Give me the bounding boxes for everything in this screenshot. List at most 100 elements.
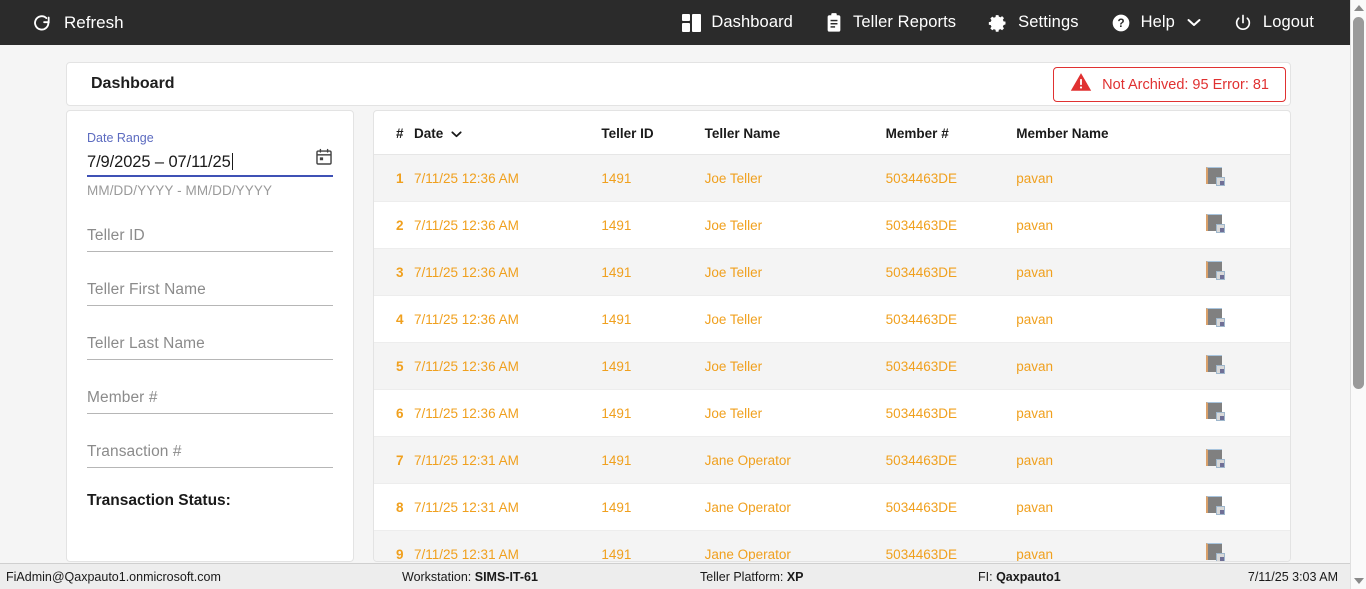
- cell-teller-id[interactable]: 1491: [601, 530, 705, 561]
- cell-number[interactable]: 3: [374, 248, 414, 296]
- transaction-number-field[interactable]: Transaction #: [87, 414, 333, 468]
- cell-number[interactable]: 2: [374, 201, 414, 249]
- cell-member-num[interactable]: 5034463DE: [885, 483, 1017, 531]
- cell-number[interactable]: 8: [374, 483, 414, 531]
- cell-teller-name[interactable]: Joe Teller: [704, 154, 886, 202]
- teller-id-field[interactable]: Teller ID: [87, 198, 333, 252]
- cell-teller-name[interactable]: Joe Teller: [704, 201, 886, 249]
- cell-number[interactable]: 6: [374, 389, 414, 437]
- cell-date[interactable]: 7/11/25 12:36 AM: [414, 389, 602, 437]
- cell-date[interactable]: 7/11/25 12:31 AM: [414, 436, 602, 484]
- broken-image-icon[interactable]: [1205, 261, 1225, 280]
- broken-image-icon[interactable]: [1205, 167, 1225, 186]
- broken-image-icon[interactable]: [1205, 214, 1225, 233]
- cell-teller-name[interactable]: Joe Teller: [704, 295, 886, 343]
- scrollbar-thumb[interactable]: [1353, 17, 1364, 389]
- table-row[interactable]: 6 7/11/25 12:36 AM 1491 Joe Teller 5034463DE…: [374, 389, 1290, 437]
- cell-note[interactable]: [1205, 201, 1290, 249]
- cell-member-name[interactable]: pavan: [1016, 154, 1206, 202]
- cell-member-num[interactable]: 5034463DE: [885, 154, 1017, 202]
- cell-note[interactable]: [1205, 295, 1290, 343]
- cell-member-name[interactable]: pavan: [1016, 389, 1206, 437]
- cell-teller-id[interactable]: 1491: [601, 248, 705, 296]
- calendar-icon[interactable]: [315, 148, 333, 172]
- column-header-member-num[interactable]: Member #: [885, 111, 1017, 155]
- date-range-field[interactable]: Date Range 7/9/2025 – 07/11/25 MM/DD/YYY…: [87, 111, 333, 198]
- cell-member-num[interactable]: 5034463DE: [885, 201, 1017, 249]
- cell-teller-id[interactable]: 1491: [601, 154, 705, 202]
- refresh-button[interactable]: Refresh: [0, 13, 124, 33]
- table-row[interactable]: 9 7/11/25 12:31 AM 1491 Jane Operator 503446…: [374, 530, 1290, 561]
- date-range-input[interactable]: 7/9/2025 – 07/11/25: [87, 153, 233, 171]
- cell-date[interactable]: 7/11/25 12:36 AM: [414, 342, 602, 390]
- nav-item-settings[interactable]: Settings: [972, 0, 1094, 45]
- cell-note[interactable]: [1205, 483, 1290, 531]
- cell-teller-id[interactable]: 1491: [601, 201, 705, 249]
- page-vertical-scrollbar[interactable]: [1350, 0, 1366, 589]
- column-header-teller-id[interactable]: Teller ID: [601, 111, 705, 155]
- column-header-member-name[interactable]: Member Name: [1016, 111, 1206, 155]
- cell-member-name[interactable]: pavan: [1016, 530, 1206, 561]
- cell-member-num[interactable]: 5034463DE: [885, 530, 1017, 561]
- nav-item-dashboard[interactable]: Dashboard: [666, 0, 809, 45]
- cell-member-num[interactable]: 5034463DE: [885, 248, 1017, 296]
- column-header-date[interactable]: Date: [414, 111, 602, 155]
- nav-item-teller-reports[interactable]: Teller Reports: [809, 0, 972, 45]
- broken-image-icon[interactable]: [1205, 355, 1225, 374]
- column-header-number[interactable]: #: [374, 111, 414, 155]
- cell-note[interactable]: [1205, 530, 1290, 561]
- cell-number[interactable]: 9: [374, 530, 414, 561]
- cell-teller-id[interactable]: 1491: [601, 342, 705, 390]
- cell-date[interactable]: 7/11/25 12:36 AM: [414, 154, 602, 202]
- cell-note[interactable]: [1205, 248, 1290, 296]
- nav-item-help[interactable]: ? Help: [1095, 0, 1217, 45]
- scroll-down-arrow-icon[interactable]: [1354, 578, 1364, 584]
- scroll-up-arrow-icon[interactable]: [1354, 5, 1364, 11]
- cell-note[interactable]: [1205, 154, 1290, 202]
- cell-number[interactable]: 7: [374, 436, 414, 484]
- broken-image-icon[interactable]: [1205, 496, 1225, 515]
- cell-member-num[interactable]: 5034463DE: [885, 389, 1017, 437]
- status-badge-archive-errors[interactable]: Not Archived: 95 Error: 81: [1053, 67, 1286, 102]
- cell-member-num[interactable]: 5034463DE: [885, 295, 1017, 343]
- nav-item-logout[interactable]: Logout: [1217, 0, 1330, 45]
- cell-number[interactable]: 5: [374, 342, 414, 390]
- table-row[interactable]: 5 7/11/25 12:36 AM 1491 Joe Teller 5034463DE…: [374, 342, 1290, 390]
- cell-member-num[interactable]: 5034463DE: [885, 342, 1017, 390]
- cell-teller-name[interactable]: Jane Operator: [704, 530, 886, 561]
- cell-teller-name[interactable]: Jane Operator: [704, 483, 886, 531]
- cell-teller-id[interactable]: 1491: [601, 436, 705, 484]
- cell-note[interactable]: [1205, 342, 1290, 390]
- cell-member-name[interactable]: pavan: [1016, 342, 1206, 390]
- cell-date[interactable]: 7/11/25 12:36 AM: [414, 248, 602, 296]
- cell-date[interactable]: 7/11/25 12:36 AM: [414, 201, 602, 249]
- table-row[interactable]: 2 7/11/25 12:36 AM 1491 Joe Teller 5034463DE…: [374, 201, 1290, 249]
- table-row[interactable]: 8 7/11/25 12:31 AM 1491 Jane Operator 503446…: [374, 483, 1290, 531]
- table-row[interactable]: 3 7/11/25 12:36 AM 1491 Joe Teller 5034463DE…: [374, 248, 1290, 296]
- sort-chevron-down-icon[interactable]: [447, 126, 462, 141]
- cell-member-num[interactable]: 5034463DE: [885, 436, 1017, 484]
- cell-teller-name[interactable]: Joe Teller: [704, 342, 886, 390]
- teller-first-name-field[interactable]: Teller First Name: [87, 252, 333, 306]
- broken-image-icon[interactable]: [1205, 543, 1225, 561]
- cell-member-name[interactable]: pavan: [1016, 436, 1206, 484]
- table-row[interactable]: 1 7/11/25 12:36 AM 1491 Joe Teller 5034463DE…: [374, 154, 1290, 202]
- cell-teller-id[interactable]: 1491: [601, 295, 705, 343]
- cell-date[interactable]: 7/11/25 12:36 AM: [414, 295, 602, 343]
- cell-date[interactable]: 7/11/25 12:31 AM: [414, 483, 602, 531]
- broken-image-icon[interactable]: [1205, 402, 1225, 421]
- member-number-field[interactable]: Member #: [87, 360, 333, 414]
- cell-note[interactable]: [1205, 389, 1290, 437]
- cell-number[interactable]: 1: [374, 154, 414, 202]
- chevron-down-icon[interactable]: [1187, 16, 1201, 30]
- cell-teller-id[interactable]: 1491: [601, 483, 705, 531]
- cell-number[interactable]: 4: [374, 295, 414, 343]
- table-row[interactable]: 7 7/11/25 12:31 AM 1491 Jane Operator 503446…: [374, 436, 1290, 484]
- cell-member-name[interactable]: pavan: [1016, 248, 1206, 296]
- cell-teller-id[interactable]: 1491: [601, 389, 705, 437]
- cell-teller-name[interactable]: Joe Teller: [704, 248, 886, 296]
- cell-member-name[interactable]: pavan: [1016, 295, 1206, 343]
- broken-image-icon[interactable]: [1205, 449, 1225, 468]
- cell-teller-name[interactable]: Jane Operator: [704, 436, 886, 484]
- teller-last-name-field[interactable]: Teller Last Name: [87, 306, 333, 360]
